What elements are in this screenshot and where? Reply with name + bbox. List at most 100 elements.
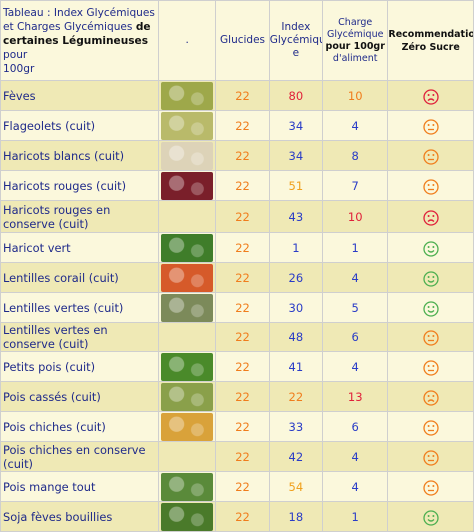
- food-name: Flageolets (cuit): [0, 110, 159, 141]
- food-name: Petits pois (cuit): [0, 351, 159, 382]
- food-photo-icon: [161, 293, 214, 322]
- food-name: Pois chiches (cuit): [0, 411, 159, 442]
- food-photo-icon: [161, 382, 214, 411]
- glucides-value: 22: [215, 292, 270, 323]
- food-image: [157, 471, 217, 502]
- recommendation-smiley-icon: [387, 471, 474, 502]
- header-index-glycemique: Index Glycémiqu e: [268, 0, 324, 81]
- index-glycemique-value: 34: [268, 140, 324, 171]
- food-image: [157, 200, 217, 233]
- food-image: [157, 262, 217, 293]
- table-row: Haricot vert 22 1 1: [0, 232, 474, 263]
- glucides-value: 22: [215, 471, 270, 502]
- food-photo-icon: [161, 472, 214, 501]
- food-image: [157, 411, 217, 442]
- table-row: Flageolets (cuit) 22 34 4: [0, 110, 474, 141]
- glucides-value: 22: [215, 501, 270, 532]
- header-glucides: Glucides: [215, 0, 270, 81]
- glucides-value: 22: [215, 262, 270, 293]
- glucides-value: 22: [215, 411, 270, 442]
- recommendation-smiley-icon: [387, 351, 474, 382]
- glucides-value: 22: [215, 80, 270, 111]
- charge-glycemique-value: 6: [322, 322, 389, 352]
- food-photo-icon: [161, 233, 214, 262]
- food-name: Pois chiches en conserve (cuit): [0, 441, 159, 472]
- food-name: Lentilles vertes (cuit): [0, 292, 159, 323]
- index-glycemique-value: 33: [268, 411, 324, 442]
- food-image: [157, 110, 217, 141]
- header-image-col: .: [157, 0, 217, 81]
- food-image: [157, 232, 217, 263]
- food-photo-icon: [161, 352, 214, 381]
- glucides-value: 22: [215, 232, 270, 263]
- recommendation-smiley-icon: [387, 232, 474, 263]
- food-image: [157, 292, 217, 323]
- food-photo-icon: [161, 412, 214, 441]
- recommendation-smiley-icon: [387, 170, 474, 201]
- charge-glycemique-value: 4: [322, 471, 389, 502]
- table-row: Pois mange tout 22 54 4: [0, 471, 474, 502]
- index-glycemique-value: 41: [268, 351, 324, 382]
- glucides-value: 22: [215, 441, 270, 472]
- food-photo-icon: [161, 263, 214, 292]
- table-row: Fèves 22 80 10: [0, 80, 474, 111]
- index-glycemique-value: 18: [268, 501, 324, 532]
- food-image: [157, 170, 217, 201]
- recommendation-smiley-icon: [387, 501, 474, 532]
- food-photo-icon: [161, 502, 214, 531]
- recommendation-smiley-icon: [387, 322, 474, 352]
- index-glycemique-value: 30: [268, 292, 324, 323]
- food-photo-icon: [161, 111, 214, 140]
- charge-glycemique-value: 10: [322, 80, 389, 111]
- food-name: Pois cassés (cuit): [0, 381, 159, 412]
- header-recommandation: Recommendation Zéro Sucre: [387, 0, 474, 81]
- recommendation-smiley-icon: [387, 381, 474, 412]
- recommendation-smiley-icon: [387, 441, 474, 472]
- table-row: Haricots rouges (cuit) 22 51 7: [0, 170, 474, 201]
- food-name: Lentilles vertes en conserve (cuit): [0, 322, 159, 352]
- table-row: Lentilles vertes en conserve (cuit) 22 48 6: [0, 322, 474, 352]
- index-glycemique-value: 80: [268, 80, 324, 111]
- food-name: Haricots rouges (cuit): [0, 170, 159, 201]
- glucides-value: 22: [215, 351, 270, 382]
- table-row: Petits pois (cuit) 22 41 4: [0, 351, 474, 382]
- charge-glycemique-value: 4: [322, 351, 389, 382]
- food-photo-icon: [161, 81, 214, 110]
- glucides-value: 22: [215, 322, 270, 352]
- recommendation-smiley-icon: [387, 411, 474, 442]
- charge-glycemique-value: 4: [322, 441, 389, 472]
- food-name: Fèves: [0, 80, 159, 111]
- food-image: [157, 140, 217, 171]
- food-name: Haricot vert: [0, 232, 159, 263]
- index-glycemique-value: 1: [268, 232, 324, 263]
- charge-glycemique-value: 4: [322, 110, 389, 141]
- food-name: Lentilles corail (cuit): [0, 262, 159, 293]
- food-image: [157, 80, 217, 111]
- index-glycemique-value: 43: [268, 200, 324, 233]
- table-header-row: Tableau : Index Glycémiques et Charges G…: [0, 0, 474, 81]
- glucides-value: 22: [215, 110, 270, 141]
- charge-glycemique-value: 13: [322, 381, 389, 412]
- index-glycemique-value: 34: [268, 110, 324, 141]
- index-glycemique-value: 48: [268, 322, 324, 352]
- charge-glycemique-value: 4: [322, 262, 389, 293]
- glucides-value: 22: [215, 381, 270, 412]
- recommendation-smiley-icon: [387, 80, 474, 111]
- index-glycemique-value: 51: [268, 170, 324, 201]
- food-image: [157, 322, 217, 352]
- charge-glycemique-value: 5: [322, 292, 389, 323]
- charge-glycemique-value: 8: [322, 140, 389, 171]
- table-row: Pois chiches en conserve (cuit) 22 42 4: [0, 441, 474, 472]
- food-photo-icon: [161, 171, 214, 200]
- glucides-value: 22: [215, 140, 270, 171]
- charge-glycemique-value: 7: [322, 170, 389, 201]
- table-row: Lentilles corail (cuit) 22 26 4: [0, 262, 474, 293]
- table-row: Pois cassés (cuit) 22 22 13: [0, 381, 474, 412]
- index-glycemique-value: 42: [268, 441, 324, 472]
- food-photo-icon: [161, 141, 214, 170]
- table-title: Tableau : Index Glycémiques et Charges G…: [0, 0, 159, 81]
- recommendation-smiley-icon: [387, 262, 474, 293]
- food-image: [157, 351, 217, 382]
- index-glycemique-value: 22: [268, 381, 324, 412]
- charge-glycemique-value: 6: [322, 411, 389, 442]
